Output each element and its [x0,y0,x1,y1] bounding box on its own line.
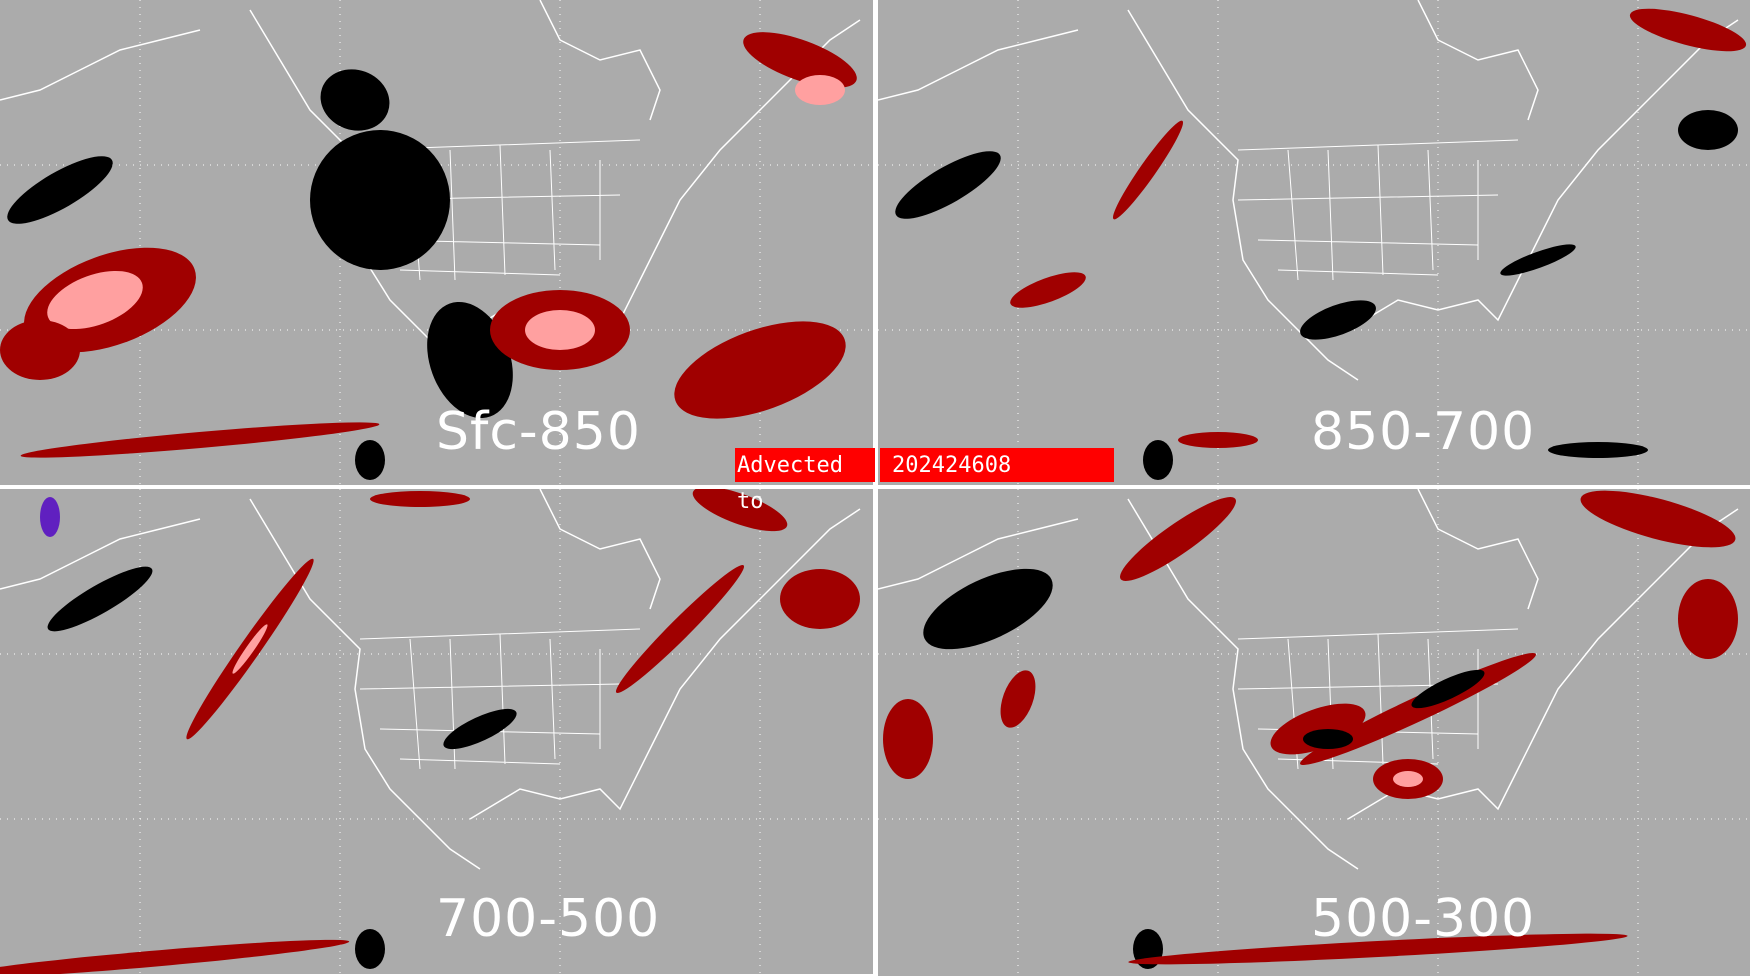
panel-label: 500-300 [1311,889,1536,949]
coastline [1127,9,1739,381]
coastline [1127,498,1739,870]
coastline [878,489,1539,610]
state-borders [1237,139,1519,281]
cloud-region [7,156,113,224]
cloud-region [355,929,385,969]
cloud-region [1000,670,1036,728]
cloud-region [1112,120,1184,220]
cloud-region [1128,933,1628,965]
map-layer [0,0,873,485]
cloud-region [1120,497,1236,581]
state-borders [359,628,641,770]
cloud-region [0,320,80,380]
cloud-region [443,708,517,750]
coastline [0,489,661,610]
cloud-region [40,497,60,537]
coastline [249,498,861,870]
cloud-region [1629,8,1747,52]
cloud-region [355,440,385,480]
cloud-region [1500,244,1576,276]
cloud-region [320,69,390,131]
cloud-region [20,422,380,458]
cloud-region [1270,703,1366,755]
map-layer [0,489,873,974]
panel-700-500: 700-500 [0,489,873,974]
cloud-region [1300,300,1376,340]
cloud-region [232,624,268,674]
panel-label: 850-700 [1311,402,1536,462]
banner-prefix: Advected to [735,448,875,514]
cloud-region [370,491,470,507]
cloud-region [47,566,153,632]
cloud-region [743,32,857,88]
cloud-region [692,489,788,532]
cloud-region [1580,490,1736,548]
cloud-region [895,151,1001,219]
cloud-region [1303,729,1353,749]
map-layer [878,489,1750,976]
panel-label: 700-500 [436,889,661,949]
coastline [0,0,661,121]
cloud-region [923,568,1053,650]
cloud-region [674,321,846,419]
panel-sfc-850: Sfc-850 [0,0,873,485]
panel-label: Sfc-850 [436,402,641,462]
cloud-region [1678,579,1738,659]
panel-500-300: 500-300 [878,489,1750,976]
cloud-region [1548,442,1648,458]
coastline [878,0,1539,121]
cloud-region [1010,272,1086,308]
cloud-region [1393,771,1423,787]
panel-850-700: 850-700 [878,0,1750,485]
banner-datetime: 202424608 [880,448,1114,482]
cloud-region [1178,432,1258,448]
cloud-region [1678,110,1738,150]
advected-banner: Advected to 202424608 [735,448,1114,514]
cloud-region [525,310,595,350]
map-layer [878,0,1750,485]
cloud-region [47,270,143,330]
cloud-region [795,75,845,105]
cloud-region [883,699,933,779]
cloud-region [780,569,860,629]
cloud-region [615,564,745,694]
cloud-region [1411,669,1485,709]
cloud-region [1143,440,1173,480]
cloud-region [310,130,450,270]
cloud-region [0,939,350,974]
